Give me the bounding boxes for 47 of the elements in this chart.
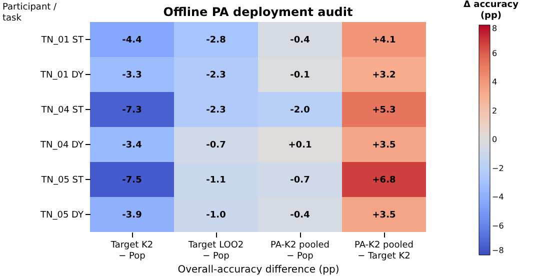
- color-bar-label: 2: [492, 106, 498, 116]
- data-label: -1.1: [206, 176, 226, 186]
- data-label: -0.7: [290, 176, 310, 186]
- data-label: -2.3: [206, 70, 226, 80]
- x-tick-label: Target K2 − Pop: [110, 240, 154, 262]
- data-label: +0.1: [288, 140, 312, 150]
- data-label: -7.5: [122, 176, 142, 186]
- y-axis-title: Participant / task: [2, 2, 58, 24]
- y-tick-label: TN_01 DY: [40, 70, 84, 80]
- data-label: +4.1: [372, 36, 396, 46]
- color-bar-label: −6: [492, 221, 504, 230]
- data-label: +3.5: [372, 140, 396, 150]
- data-label: -3.9: [122, 210, 142, 220]
- color-bar-label: 8: [492, 24, 498, 33]
- data-label: -0.1: [290, 70, 310, 80]
- data-label: -2.3: [206, 106, 226, 116]
- color-bar-label: 4: [492, 78, 498, 86]
- data-label: -3.3: [122, 70, 142, 80]
- data-label: -0.7: [206, 140, 226, 150]
- data-label: -7.3: [122, 106, 142, 116]
- y-tick-label: TN_04 DY: [40, 140, 84, 150]
- color-bar-title: Δ accuracy (pp): [464, 0, 519, 21]
- color-bar-label: −2: [492, 164, 504, 173]
- color-bar-label: 0: [492, 135, 498, 144]
- data-label: -0.4: [290, 36, 310, 46]
- x-tick-label: PA-K2 pooled − Target K2: [354, 240, 414, 262]
- y-tick-label: TN_05 DY: [40, 210, 84, 220]
- x-tick-label: Target LOO2 − Pop: [187, 240, 244, 262]
- data-label: +3.2: [372, 70, 396, 80]
- data-label: -1.0: [206, 210, 226, 220]
- data-label: -4.4: [122, 36, 142, 46]
- data-label: -3.4: [122, 140, 142, 150]
- data-label: -2.8: [206, 36, 226, 46]
- data-label: -2.0: [290, 106, 310, 116]
- data-label: +5.3: [372, 106, 396, 116]
- x-axis-title: Overall-accuracy difference (pp): [178, 264, 340, 276]
- data-label: +3.5: [372, 210, 396, 220]
- y-tick-label: TN_05 ST: [40, 176, 84, 186]
- chart-title: Offline PA deployment audit: [163, 5, 353, 19]
- color-bar-label: −8: [492, 246, 504, 255]
- data-label: +6.8: [372, 176, 396, 186]
- color-bar-label: 6: [492, 48, 498, 58]
- data-label: -0.4: [290, 210, 310, 220]
- y-tick-label: TN_01 ST: [40, 36, 84, 46]
- color-bar-label: −4: [492, 192, 504, 202]
- x-tick-label: PA-K2 pooled − Pop: [270, 240, 330, 262]
- y-tick-label: TN_04 ST: [40, 106, 84, 116]
